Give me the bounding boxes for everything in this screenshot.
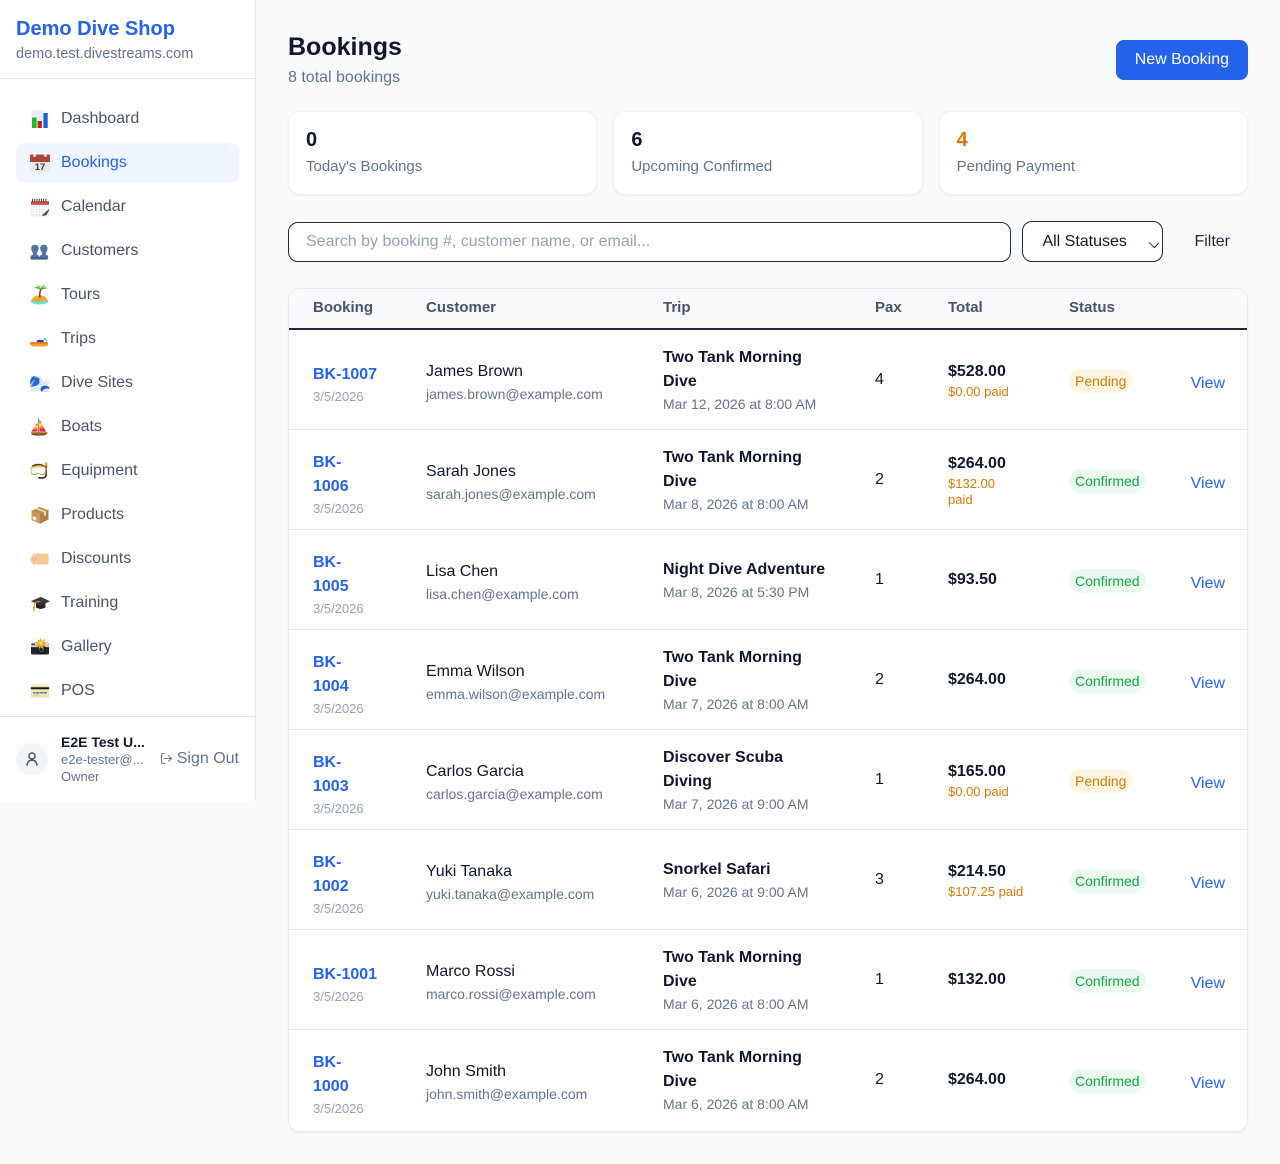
svg-text:17: 17 bbox=[35, 162, 46, 173]
